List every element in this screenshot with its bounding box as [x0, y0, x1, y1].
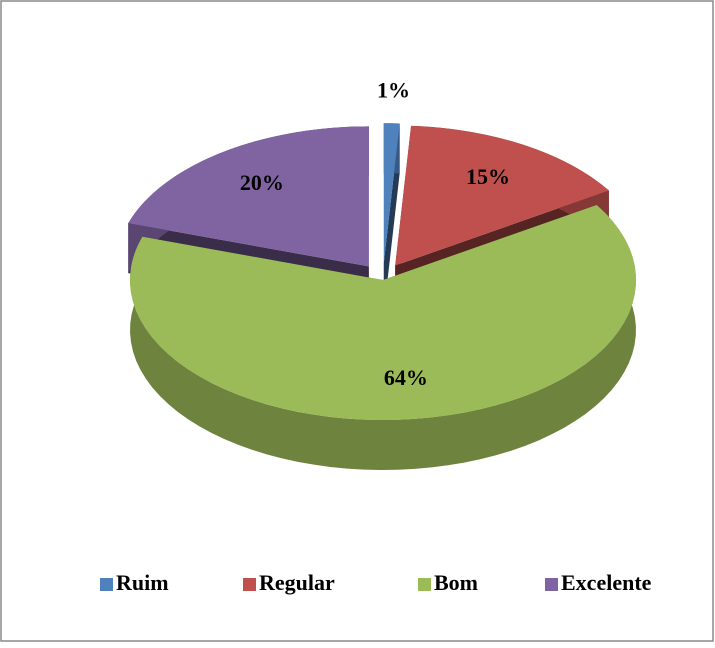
slice: [383, 123, 400, 264]
slice: [128, 126, 369, 267]
data-label: 1%: [377, 78, 410, 103]
legend-swatch: [418, 578, 431, 591]
slice: [129, 204, 636, 420]
legend-label: Bom: [434, 570, 478, 595]
pie: 1% 15% 64% 20%: [128, 78, 636, 470]
data-label: 64%: [384, 365, 428, 390]
legend-label: Regular: [259, 570, 335, 595]
legend-swatch: [545, 578, 558, 591]
data-label: 20%: [240, 170, 284, 195]
legend-label: Excelente: [561, 570, 652, 595]
data-label: 15%: [466, 164, 510, 189]
legend-swatch: [100, 578, 113, 591]
legend-swatch: [243, 578, 256, 591]
legend: Ruim Regular Bom Excelente: [100, 570, 652, 595]
legend-label: Ruim: [116, 570, 169, 595]
slice-side: [130, 204, 636, 470]
slice: [395, 125, 609, 266]
